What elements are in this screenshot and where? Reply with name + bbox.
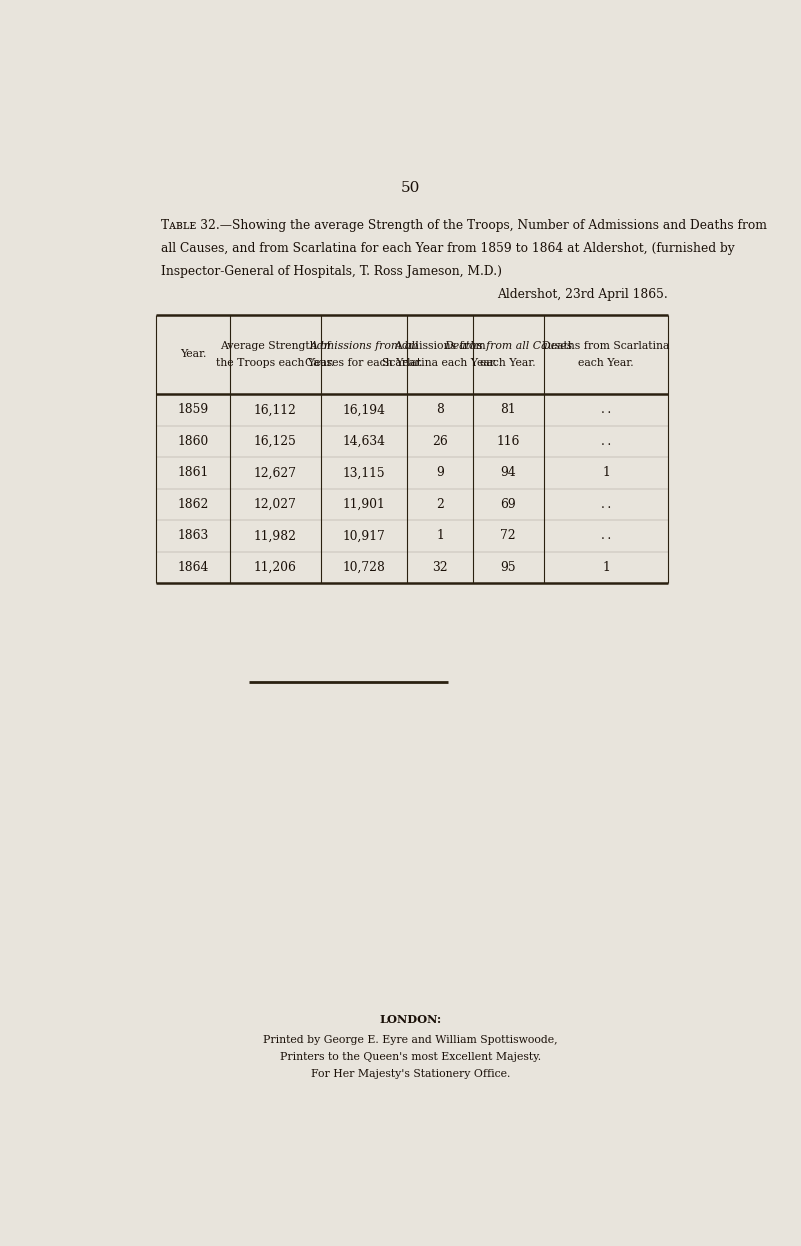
Text: Causes for each Year.: Causes for each Year. xyxy=(305,358,423,368)
Text: 1859: 1859 xyxy=(178,404,209,416)
Text: 32: 32 xyxy=(433,561,448,574)
Text: 12,027: 12,027 xyxy=(254,498,297,511)
Text: 1: 1 xyxy=(602,561,610,574)
Text: 2: 2 xyxy=(436,498,444,511)
Text: 11,901: 11,901 xyxy=(343,498,385,511)
Text: 1864: 1864 xyxy=(178,561,209,574)
Text: . .: . . xyxy=(601,404,611,416)
Text: 8: 8 xyxy=(436,404,444,416)
Text: 11,206: 11,206 xyxy=(254,561,297,574)
Text: . .: . . xyxy=(601,498,611,511)
Text: 72: 72 xyxy=(501,530,516,542)
Text: 1: 1 xyxy=(436,530,444,542)
Text: 1862: 1862 xyxy=(178,498,209,511)
Text: Year.: Year. xyxy=(180,349,207,359)
Text: the Troops each Year.: the Troops each Year. xyxy=(216,358,335,368)
Text: . .: . . xyxy=(601,435,611,447)
Text: 1863: 1863 xyxy=(178,530,209,542)
Text: 1861: 1861 xyxy=(178,466,209,480)
Text: Inspector-General of Hospitals, T. Ross Jameson, M.D.): Inspector-General of Hospitals, T. Ross … xyxy=(161,264,502,278)
Text: each Year.: each Year. xyxy=(578,358,634,368)
Text: Deaths from Scarlatina: Deaths from Scarlatina xyxy=(542,340,670,350)
Text: 1860: 1860 xyxy=(178,435,209,447)
Text: . .: . . xyxy=(601,530,611,542)
Text: 16,125: 16,125 xyxy=(254,435,297,447)
Text: 81: 81 xyxy=(501,404,516,416)
Text: LONDON:: LONDON: xyxy=(380,1014,441,1025)
Text: 69: 69 xyxy=(501,498,516,511)
Text: Printers to the Queen's most Excellent Majesty.: Printers to the Queen's most Excellent M… xyxy=(280,1052,541,1062)
Text: 16,194: 16,194 xyxy=(343,404,385,416)
Text: 50: 50 xyxy=(400,181,421,196)
Text: 13,115: 13,115 xyxy=(343,466,385,480)
Text: 95: 95 xyxy=(501,561,516,574)
Text: 16,112: 16,112 xyxy=(254,404,297,416)
Text: Tᴀʙʟᴇ 32.—Showing the average Strength of the Troops, Number of Admissions and D: Tᴀʙʟᴇ 32.—Showing the average Strength o… xyxy=(161,218,767,232)
Text: 14,634: 14,634 xyxy=(343,435,385,447)
Text: 10,728: 10,728 xyxy=(343,561,385,574)
Text: 11,982: 11,982 xyxy=(254,530,297,542)
Text: Deaths from all Causes: Deaths from all Causes xyxy=(445,340,573,350)
Text: Aldershot, 23rd April 1865.: Aldershot, 23rd April 1865. xyxy=(497,288,668,300)
Text: 94: 94 xyxy=(501,466,516,480)
Text: Admissions from: Admissions from xyxy=(394,340,486,350)
Text: 9: 9 xyxy=(436,466,444,480)
Text: 26: 26 xyxy=(432,435,448,447)
Text: 1: 1 xyxy=(602,466,610,480)
Text: Printed by George E. Eyre and William Spottiswoode,: Printed by George E. Eyre and William Sp… xyxy=(264,1034,557,1044)
Text: each Year.: each Year. xyxy=(481,358,536,368)
Text: 10,917: 10,917 xyxy=(343,530,385,542)
Text: Average Strength of: Average Strength of xyxy=(220,340,331,350)
Text: 116: 116 xyxy=(497,435,520,447)
Text: 12,627: 12,627 xyxy=(254,466,297,480)
Text: For Her Majesty's Stationery Office.: For Her Majesty's Stationery Office. xyxy=(311,1069,510,1079)
Text: Admissions from all: Admissions from all xyxy=(309,340,419,350)
Text: Scarlatina each Year.: Scarlatina each Year. xyxy=(382,358,497,368)
Text: all Causes, and from Scarlatina for each Year from 1859 to 1864 at Aldershot, (f: all Causes, and from Scarlatina for each… xyxy=(161,242,735,254)
